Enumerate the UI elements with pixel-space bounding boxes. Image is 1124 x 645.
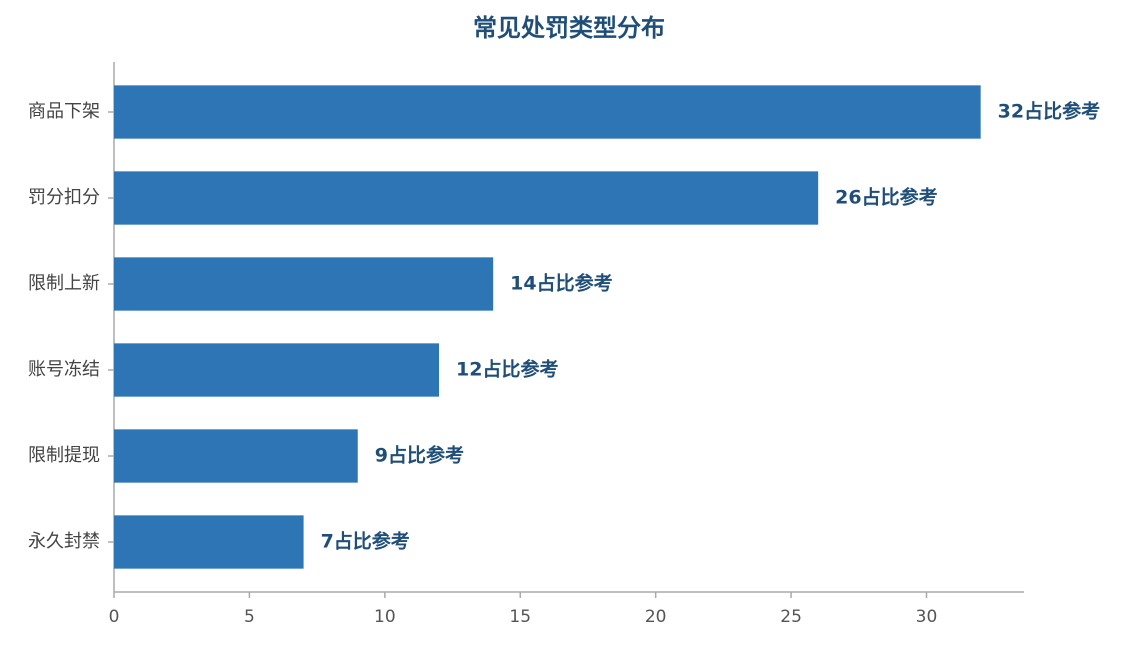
bar: [114, 429, 358, 483]
data-label: 32占比参考: [998, 100, 1100, 123]
x-tick-label: 5: [244, 607, 255, 627]
bar: [114, 343, 439, 397]
data-label: 7占比参考: [321, 530, 410, 553]
bar: [114, 257, 494, 311]
x-tick-label: 30: [916, 607, 938, 627]
x-tick-label: 0: [109, 607, 120, 627]
y-tick-label: 罚分扣分: [28, 187, 100, 208]
y-tick-label: 商品下架: [28, 101, 100, 122]
bar: [114, 515, 304, 569]
x-tick-label: 15: [509, 607, 531, 627]
bar: [114, 171, 819, 225]
data-label: 9占比参考: [375, 444, 464, 467]
x-tick-label: 10: [374, 607, 396, 627]
y-tick-label: 账号冻结: [28, 359, 100, 380]
data-label: 12占比参考: [456, 358, 558, 381]
x-tick-label: 25: [780, 607, 802, 627]
y-tick-label: 限制上新: [28, 273, 100, 294]
chart-title: 常见处罚类型分布: [473, 14, 665, 42]
data-label: 26占比参考: [835, 186, 937, 209]
data-label: 14占比参考: [510, 272, 612, 295]
bar: [114, 85, 981, 139]
y-tick-label: 永久封禁: [28, 531, 100, 552]
y-tick-label: 限制提现: [28, 445, 100, 466]
x-tick-label: 20: [645, 607, 667, 627]
